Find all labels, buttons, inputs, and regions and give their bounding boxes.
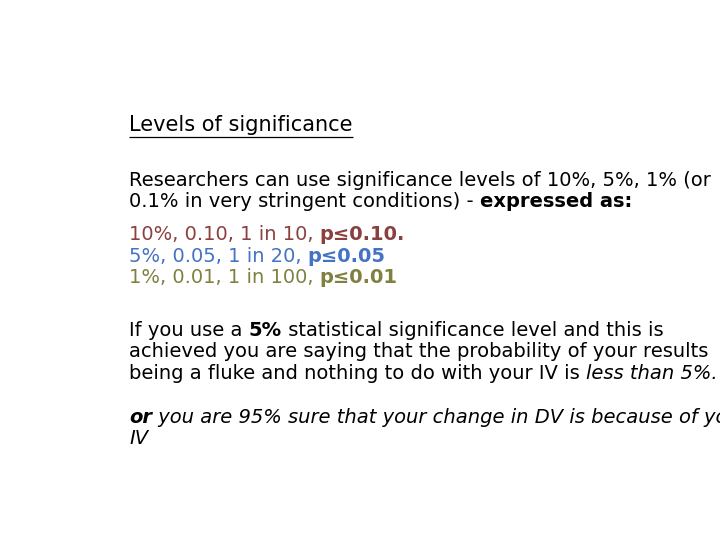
Text: If you use a: If you use a bbox=[129, 321, 248, 340]
Text: Researchers can use significance levels of 10%, 5%, 1% (or: Researchers can use significance levels … bbox=[129, 171, 711, 190]
Text: you are 95% sure that your change in DV is because of your: you are 95% sure that your change in DV … bbox=[152, 408, 720, 427]
Text: less than 5%.: less than 5%. bbox=[586, 364, 718, 383]
Text: 5%, 0.05, 1 in 20,: 5%, 0.05, 1 in 20, bbox=[129, 246, 308, 266]
Text: or: or bbox=[129, 408, 152, 427]
Text: 1%, 0.01, 1 in 100,: 1%, 0.01, 1 in 100, bbox=[129, 268, 320, 287]
Text: p≤0.10.: p≤0.10. bbox=[320, 225, 405, 244]
Text: 10%, 0.10, 1 in 10,: 10%, 0.10, 1 in 10, bbox=[129, 225, 320, 244]
Text: 0.1% in very stringent conditions) -: 0.1% in very stringent conditions) - bbox=[129, 192, 480, 212]
Text: IV: IV bbox=[129, 429, 148, 448]
Text: achieved you are saying that the probability of your results: achieved you are saying that the probabi… bbox=[129, 342, 708, 361]
Text: statistical significance level and this is: statistical significance level and this … bbox=[282, 321, 663, 340]
Text: being a fluke and nothing to do with your IV is: being a fluke and nothing to do with you… bbox=[129, 364, 586, 383]
Text: p≤0.05: p≤0.05 bbox=[308, 246, 386, 266]
Text: p≤0.01: p≤0.01 bbox=[320, 268, 398, 287]
Text: expressed as:: expressed as: bbox=[480, 192, 632, 212]
Text: 5%: 5% bbox=[248, 321, 282, 340]
Text: Levels of significance: Levels of significance bbox=[129, 114, 353, 134]
